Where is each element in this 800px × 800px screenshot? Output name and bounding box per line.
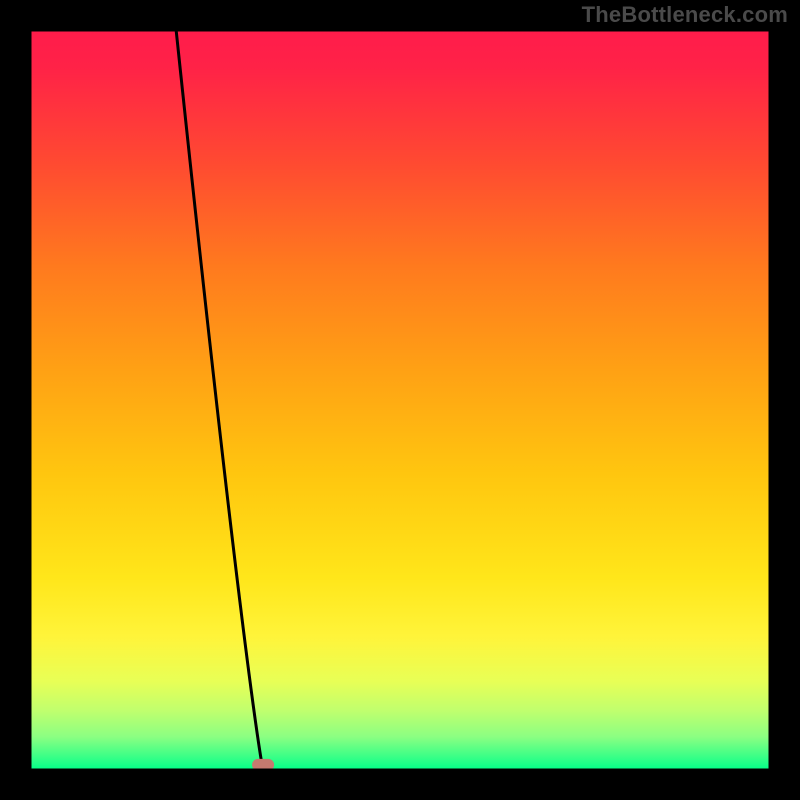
chart-svg bbox=[0, 0, 800, 800]
watermark-text: TheBottleneck.com bbox=[582, 2, 788, 28]
plot-area bbox=[30, 30, 770, 770]
chart-stage: TheBottleneck.com bbox=[0, 0, 800, 800]
